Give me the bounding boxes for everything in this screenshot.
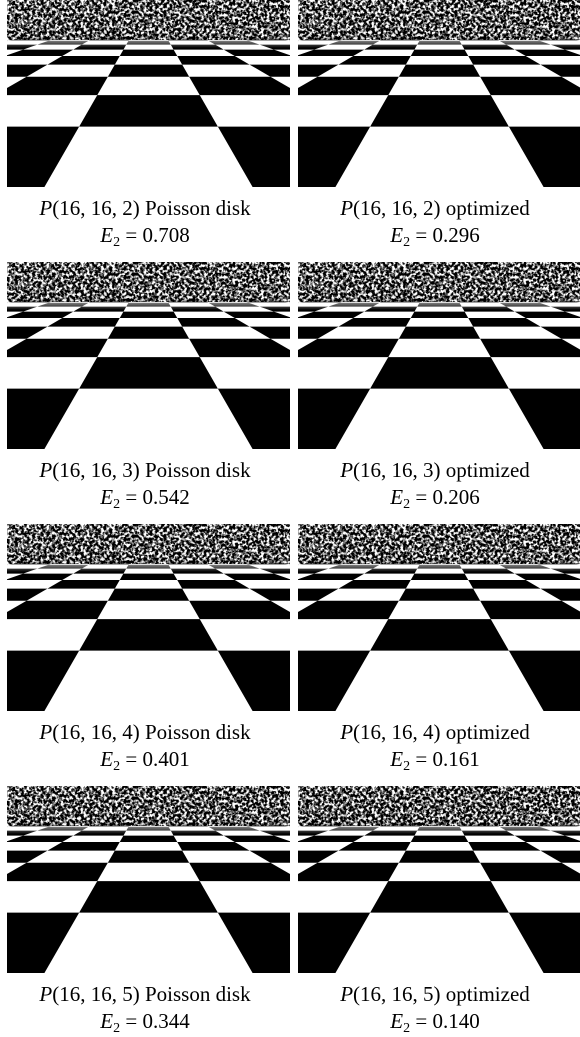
method: optimized (446, 982, 530, 1006)
checkerboard-image (7, 262, 290, 449)
caption-line: P(16, 16, 2) Poisson disk (0, 195, 290, 221)
error-subscript: 2 (113, 497, 120, 512)
rendering (298, 786, 580, 973)
method: optimized (446, 458, 530, 482)
error-line: E2 = 0.161 (290, 746, 580, 772)
error-line: E2 = 0.401 (0, 746, 290, 772)
rendering (298, 524, 580, 711)
error-symbol: E (100, 485, 113, 509)
error-value: 0.401 (142, 747, 189, 771)
symbol: P (340, 458, 353, 482)
symbol: P (340, 982, 353, 1006)
error-subscript: 2 (113, 235, 120, 250)
error-line: E2 = 0.206 (290, 484, 580, 510)
error-subscript: 2 (403, 235, 410, 250)
parameters: (16, 16, 2) (52, 196, 140, 220)
parameters: (16, 16, 3) (353, 458, 441, 482)
symbol: P (340, 196, 353, 220)
parameters: (16, 16, 5) (353, 982, 441, 1006)
rendering (7, 524, 290, 711)
checkerboard-image (7, 524, 290, 711)
error-symbol: E (390, 223, 403, 247)
caption-line: P(16, 16, 5) Poisson disk (0, 981, 290, 1007)
parameters: (16, 16, 3) (52, 458, 140, 482)
error-subscript: 2 (403, 1021, 410, 1036)
error-subscript: 2 (113, 759, 120, 774)
method: Poisson disk (145, 720, 251, 744)
method: Poisson disk (145, 196, 251, 220)
error-subscript: 2 (403, 759, 410, 774)
error-subscript: 2 (403, 497, 410, 512)
caption-line: P(16, 16, 3) optimized (290, 457, 580, 483)
caption-line: P(16, 16, 2) optimized (290, 195, 580, 221)
symbol: P (39, 720, 52, 744)
error-subscript: 2 (113, 1021, 120, 1036)
method: optimized (446, 196, 530, 220)
error-symbol: E (100, 747, 113, 771)
relation: = (415, 485, 427, 509)
error-value: 0.344 (142, 1009, 189, 1033)
parameters: (16, 16, 5) (52, 982, 140, 1006)
symbol: P (39, 982, 52, 1006)
checkerboard-image (7, 786, 290, 973)
symbol: P (39, 196, 52, 220)
error-symbol: E (100, 223, 113, 247)
method: optimized (446, 720, 530, 744)
error-value: 0.542 (142, 485, 189, 509)
figure: P(16, 16, 2) Poisson diskE2 = 0.708P(16,… (0, 0, 580, 1037)
error-symbol: E (390, 747, 403, 771)
error-line: E2 = 0.344 (0, 1008, 290, 1034)
method: Poisson disk (145, 982, 251, 1006)
error-value: 0.140 (432, 1009, 479, 1033)
relation: = (125, 1009, 137, 1033)
checkerboard-image (298, 786, 580, 973)
error-symbol: E (390, 1009, 403, 1033)
error-value: 0.161 (432, 747, 479, 771)
symbol: P (39, 458, 52, 482)
relation: = (125, 223, 137, 247)
checkerboard-image (298, 0, 580, 187)
error-line: E2 = 0.542 (0, 484, 290, 510)
error-value: 0.296 (432, 223, 479, 247)
checkerboard-image (298, 262, 580, 449)
parameters: (16, 16, 2) (353, 196, 441, 220)
relation: = (415, 1009, 427, 1033)
caption-line: P(16, 16, 3) Poisson disk (0, 457, 290, 483)
relation: = (415, 747, 427, 771)
symbol: P (340, 720, 353, 744)
rendering (7, 0, 290, 187)
checkerboard-image (7, 0, 290, 187)
checkerboard-image (298, 524, 580, 711)
caption-line: P(16, 16, 4) Poisson disk (0, 719, 290, 745)
error-symbol: E (100, 1009, 113, 1033)
relation: = (415, 223, 427, 247)
rendering (298, 262, 580, 449)
rendering (298, 0, 580, 187)
error-value: 0.206 (432, 485, 479, 509)
parameters: (16, 16, 4) (353, 720, 441, 744)
error-line: E2 = 0.708 (0, 222, 290, 248)
method: Poisson disk (145, 458, 251, 482)
error-line: E2 = 0.140 (290, 1008, 580, 1034)
relation: = (125, 747, 137, 771)
parameters: (16, 16, 4) (52, 720, 140, 744)
relation: = (125, 485, 137, 509)
error-value: 0.708 (142, 223, 189, 247)
rendering (7, 786, 290, 973)
caption-line: P(16, 16, 4) optimized (290, 719, 580, 745)
rendering (7, 262, 290, 449)
error-symbol: E (390, 485, 403, 509)
error-line: E2 = 0.296 (290, 222, 580, 248)
caption-line: P(16, 16, 5) optimized (290, 981, 580, 1007)
